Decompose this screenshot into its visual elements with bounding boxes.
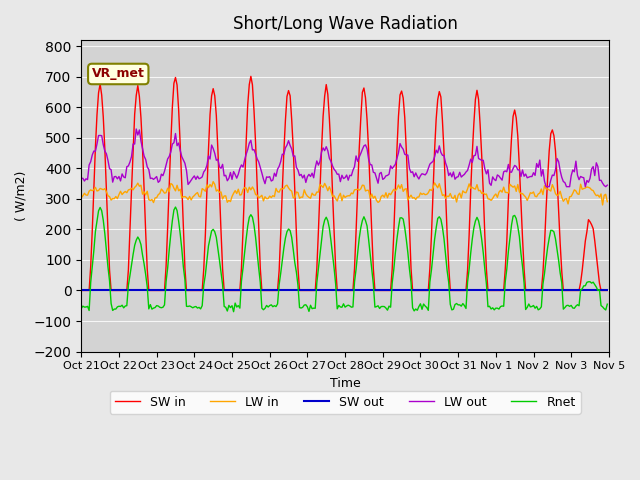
- SW in: [234, 288, 242, 293]
- SW in: [77, 288, 85, 293]
- Legend: SW in, LW in, SW out, LW out, Rnet: SW in, LW in, SW out, LW out, Rnet: [109, 391, 580, 414]
- Line: Rnet: Rnet: [81, 207, 607, 312]
- X-axis label: Time: Time: [330, 377, 360, 390]
- Y-axis label: ( W/m2): ( W/m2): [15, 170, 28, 221]
- LW out: [195, 176, 203, 181]
- SW out: [514, 288, 522, 293]
- Rnet: [517, 251, 525, 256]
- LW in: [516, 189, 524, 195]
- SW out: [508, 288, 515, 293]
- SW in: [516, 164, 524, 169]
- SW out: [234, 288, 242, 293]
- SW in: [374, 288, 382, 293]
- LW out: [604, 182, 611, 188]
- SW in: [194, 288, 202, 293]
- Rnet: [376, 306, 383, 312]
- SW in: [247, 73, 255, 79]
- SW out: [77, 288, 85, 293]
- SW in: [604, 288, 611, 293]
- Rnet: [84, 303, 92, 309]
- LW in: [209, 179, 217, 184]
- SW out: [194, 288, 202, 293]
- Rnet: [230, 309, 237, 314]
- LW in: [374, 200, 382, 205]
- SW in: [509, 113, 517, 119]
- LW out: [77, 176, 85, 181]
- Text: VR_met: VR_met: [92, 68, 145, 81]
- SW in: [84, 288, 92, 293]
- Rnet: [77, 306, 85, 312]
- LW out: [236, 166, 244, 171]
- LW in: [509, 184, 517, 190]
- LW in: [599, 202, 607, 208]
- Rnet: [511, 213, 518, 218]
- LW out: [509, 166, 517, 171]
- Line: LW in: LW in: [81, 181, 607, 205]
- LW out: [542, 184, 550, 190]
- LW in: [77, 195, 85, 201]
- Line: SW in: SW in: [81, 76, 607, 290]
- LW out: [374, 180, 382, 186]
- LW out: [132, 126, 140, 132]
- LW in: [604, 199, 611, 204]
- Line: LW out: LW out: [81, 129, 607, 187]
- LW out: [84, 177, 92, 182]
- Rnet: [237, 278, 245, 284]
- SW out: [604, 288, 611, 293]
- LW in: [194, 190, 202, 195]
- LW in: [84, 192, 92, 198]
- SW out: [84, 288, 92, 293]
- Title: Short/Long Wave Radiation: Short/Long Wave Radiation: [232, 15, 458, 33]
- Rnet: [195, 304, 203, 310]
- LW out: [516, 167, 524, 173]
- SW out: [372, 288, 380, 293]
- Rnet: [172, 204, 179, 210]
- LW in: [236, 192, 244, 198]
- Rnet: [604, 301, 611, 307]
